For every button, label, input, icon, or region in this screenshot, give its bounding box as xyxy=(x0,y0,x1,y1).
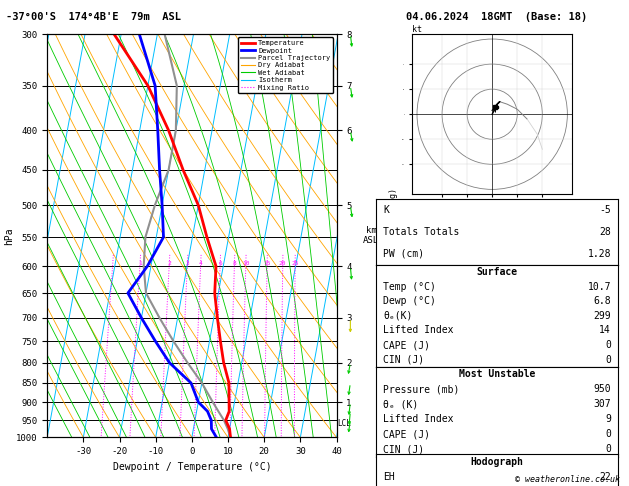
Text: CIN (J): CIN (J) xyxy=(384,444,425,454)
Text: 22: 22 xyxy=(599,472,611,482)
Text: 6.8: 6.8 xyxy=(593,296,611,306)
Text: 4: 4 xyxy=(199,261,203,266)
Text: kt: kt xyxy=(412,25,422,34)
Text: Totals Totals: Totals Totals xyxy=(384,227,460,237)
Y-axis label: km
ASL: km ASL xyxy=(363,226,379,245)
Text: Temp (°C): Temp (°C) xyxy=(384,282,437,292)
Text: 10: 10 xyxy=(242,261,250,266)
Text: © weatheronline.co.uk: © weatheronline.co.uk xyxy=(515,474,620,484)
Text: 0: 0 xyxy=(605,429,611,439)
Text: 8: 8 xyxy=(233,261,237,266)
Text: CAPE (J): CAPE (J) xyxy=(384,340,430,350)
Text: 10.7: 10.7 xyxy=(587,282,611,292)
Text: 25: 25 xyxy=(291,261,299,266)
Text: Surface: Surface xyxy=(477,267,518,277)
Text: 15: 15 xyxy=(264,261,271,266)
Text: CAPE (J): CAPE (J) xyxy=(384,429,430,439)
Text: K: K xyxy=(384,205,389,215)
Text: Most Unstable: Most Unstable xyxy=(459,369,535,380)
Text: -37°00'S  174°4B'E  79m  ASL: -37°00'S 174°4B'E 79m ASL xyxy=(6,12,181,22)
Text: 2: 2 xyxy=(167,261,171,266)
Text: 299: 299 xyxy=(593,311,611,321)
Text: CIN (J): CIN (J) xyxy=(384,355,425,364)
Text: 0: 0 xyxy=(605,444,611,454)
Text: 1.28: 1.28 xyxy=(587,249,611,259)
Text: PW (cm): PW (cm) xyxy=(384,249,425,259)
Text: Pressure (mb): Pressure (mb) xyxy=(384,384,460,395)
Text: θₑ(K): θₑ(K) xyxy=(384,311,413,321)
Text: Lifted Index: Lifted Index xyxy=(384,415,454,424)
Text: 14: 14 xyxy=(599,326,611,335)
Text: 28: 28 xyxy=(599,227,611,237)
Text: Mixing Ratio (g/kg): Mixing Ratio (g/kg) xyxy=(389,188,398,283)
Y-axis label: hPa: hPa xyxy=(4,227,14,244)
Text: -5: -5 xyxy=(599,205,611,215)
Text: 1: 1 xyxy=(138,261,142,266)
Text: 0: 0 xyxy=(605,355,611,364)
Text: 307: 307 xyxy=(593,399,611,409)
Text: 6: 6 xyxy=(218,261,222,266)
Text: 9: 9 xyxy=(605,415,611,424)
X-axis label: Dewpoint / Temperature (°C): Dewpoint / Temperature (°C) xyxy=(113,462,271,472)
Text: 0: 0 xyxy=(605,340,611,350)
Text: 950: 950 xyxy=(593,384,611,395)
Text: 20: 20 xyxy=(279,261,286,266)
Legend: Temperature, Dewpoint, Parcel Trajectory, Dry Adiabat, Wet Adiabat, Isotherm, Mi: Temperature, Dewpoint, Parcel Trajectory… xyxy=(238,37,333,93)
Text: 3: 3 xyxy=(186,261,189,266)
Text: LCL: LCL xyxy=(338,419,352,428)
Text: θₑ (K): θₑ (K) xyxy=(384,399,419,409)
Text: Hodograph: Hodograph xyxy=(470,457,524,467)
Text: 04.06.2024  18GMT  (Base: 18): 04.06.2024 18GMT (Base: 18) xyxy=(406,12,587,22)
Text: Lifted Index: Lifted Index xyxy=(384,326,454,335)
Text: Dewp (°C): Dewp (°C) xyxy=(384,296,437,306)
Text: EH: EH xyxy=(384,472,395,482)
